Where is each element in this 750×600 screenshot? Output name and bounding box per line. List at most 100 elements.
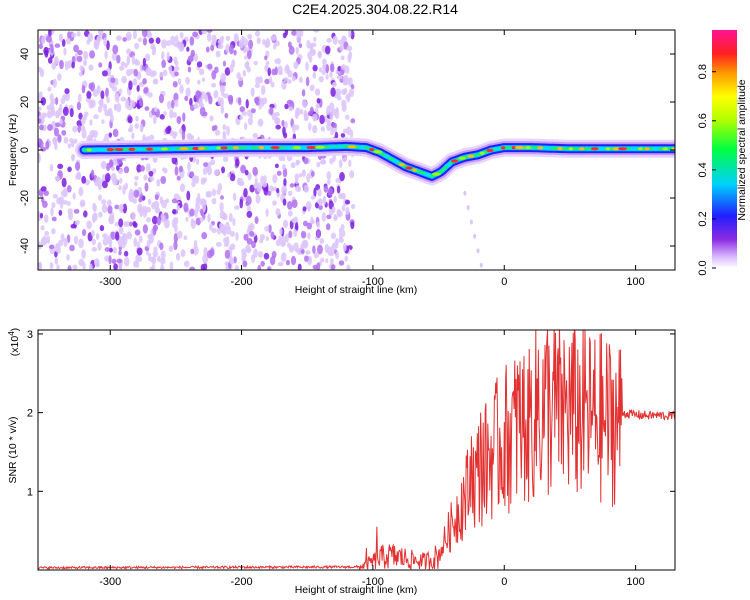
noise-point [73,44,79,53]
noise-point [75,173,80,180]
noise-point [101,204,108,214]
noise-point [194,208,198,218]
noise-point [190,218,195,226]
noise-point [276,187,280,194]
noise-point [106,40,110,51]
noise-point [131,132,135,140]
noise-point [100,160,107,170]
noise-point [243,55,248,60]
noise-point [153,224,159,232]
noise-point [54,43,61,48]
noise-point [104,133,110,144]
noise-point [179,183,186,193]
noise-point [216,188,221,195]
noise-point [307,205,311,212]
noise-point [40,96,47,106]
ridge-hotspot [232,146,239,150]
noise-point [121,75,127,84]
noise-point [302,220,308,227]
top-x-tick-label: -200 [231,276,253,288]
noise-point [89,263,93,270]
noise-point [176,230,183,239]
noise-point [256,37,261,45]
noise-point [284,233,290,243]
noise-point [301,230,307,239]
noise-point [79,199,86,208]
noise-point [137,203,143,214]
noise-point [313,36,317,42]
noise-point [165,198,170,204]
noise-point [264,55,268,61]
noise-point [252,166,258,176]
noise-point [308,257,312,263]
noise-point [165,40,172,47]
noise-point [200,177,206,185]
ridge-hotspot [258,146,265,150]
noise-point [96,85,101,95]
noise-point [340,133,346,138]
noise-point [81,249,86,260]
noise-point [290,255,297,266]
top-x-tick-label: 100 [626,276,644,288]
ridge-hotspot [501,146,506,150]
noise-point [226,225,232,235]
noise-point [294,124,300,131]
ridge-hotspot [644,147,650,151]
noise-point [152,168,157,174]
noise-point [151,202,156,210]
noise-point [89,119,93,126]
bottom-x-ticks: -300 -200 -100 0 100 [99,330,645,588]
noise-point [54,243,59,253]
ridge-hotspot [568,147,574,151]
bottom-x-tick-label: -100 [362,576,384,588]
noise-point [111,85,118,92]
noise-point [243,233,249,241]
top-y-tick-label: -40 [19,238,31,254]
noise-point [100,90,105,100]
noise-point [223,213,228,221]
noise-point [47,124,53,131]
noise-point [53,56,59,65]
noise-point [325,109,330,116]
noise-point [473,233,477,239]
noise-point [246,210,253,218]
noise-point [215,241,222,247]
noise-point [476,248,480,254]
noise-point [245,200,250,207]
noise-point [198,97,203,107]
noise-point [114,92,120,102]
noise-point [127,127,133,133]
noise-point [318,76,324,83]
noise-point [247,33,253,40]
noise-point [44,231,49,236]
noise-point [292,75,296,82]
noise-point [178,165,184,173]
noise-point [325,63,330,74]
noise-point [61,130,67,136]
noise-point [78,258,85,267]
noise-point [222,60,227,67]
noise-point [304,255,309,262]
noise-point [59,118,63,125]
noise-point [174,166,179,176]
noise-point [173,217,179,225]
noise-point [295,46,300,55]
noise-point [136,164,142,173]
noise-point [104,255,109,262]
noise-point [124,182,128,190]
noise-point [253,60,258,66]
noise-point [101,180,108,189]
noise-point [135,115,139,122]
noise-point [38,43,43,50]
noise-point [71,154,75,162]
noise-point [54,257,59,266]
noise-point [269,185,273,193]
noise-point [201,77,206,83]
noise-point [350,203,356,210]
noise-point [132,78,138,86]
noise-point [73,235,79,245]
noise-point [207,63,213,70]
noise-point [168,65,173,75]
ridge-hotspot [525,146,532,150]
noise-point [149,175,155,182]
